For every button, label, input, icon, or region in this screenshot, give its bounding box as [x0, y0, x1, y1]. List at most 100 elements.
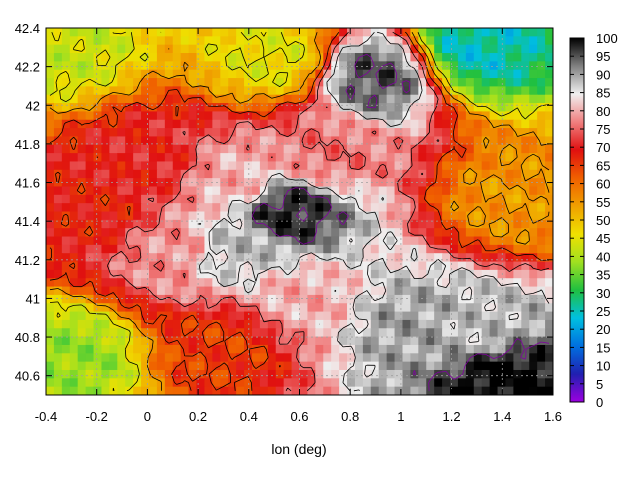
heat-cell — [228, 53, 237, 62]
heat-cell — [457, 119, 467, 129]
heat-cell — [85, 161, 95, 171]
heat-cell — [545, 186, 553, 196]
heat-cell — [220, 203, 229, 213]
heat-cell — [109, 94, 118, 104]
heat-cell — [259, 286, 269, 296]
heat-cell — [283, 286, 293, 296]
heat-cell — [386, 361, 396, 371]
heat-cell — [426, 344, 435, 354]
heat-cell — [267, 353, 277, 363]
heat-cell — [362, 219, 372, 229]
heat-cell — [125, 319, 134, 329]
heat-cell — [347, 286, 356, 296]
heat-cell — [101, 269, 110, 279]
heat-cell — [93, 69, 103, 79]
heat-cell — [529, 119, 538, 129]
heat-cell — [180, 286, 190, 296]
heat-cell — [347, 269, 356, 279]
heat-cell — [331, 69, 340, 79]
heat-cell — [46, 78, 55, 87]
heat-cell — [489, 78, 499, 87]
heat-cell — [339, 36, 348, 46]
heat-cell — [117, 111, 126, 121]
heat-cell — [267, 361, 277, 371]
heat-cell — [370, 194, 380, 204]
heat-cell — [141, 278, 150, 288]
heat-cell — [188, 269, 198, 279]
heat-cell — [93, 344, 103, 354]
heat-cell — [354, 344, 364, 354]
heat-cell — [315, 378, 324, 388]
heat-cell — [196, 244, 206, 254]
heat-cell — [69, 194, 79, 204]
heat-cell — [410, 169, 419, 179]
heat-cell — [156, 36, 166, 46]
heat-cell — [133, 319, 142, 329]
heat-cell — [267, 119, 277, 129]
heat-cell — [370, 44, 380, 54]
heat-cell — [156, 319, 166, 329]
heat-cell — [545, 111, 553, 121]
heat-cell — [307, 153, 316, 163]
heat-cell — [196, 119, 206, 129]
heat-cell — [69, 311, 79, 321]
heat-cell — [545, 353, 553, 363]
heat-cell — [354, 353, 364, 363]
heat-cell — [545, 303, 553, 313]
heat-cell — [513, 161, 522, 171]
heat-cell — [465, 119, 475, 129]
heat-cell — [204, 161, 213, 171]
heat-cell — [196, 344, 206, 354]
heat-cell — [315, 136, 324, 146]
heat-cell — [220, 228, 229, 238]
heat-cell — [212, 136, 221, 146]
heat-cell — [386, 144, 396, 154]
heat-cell — [450, 86, 459, 96]
heat-cell — [125, 286, 134, 296]
heat-cell — [236, 303, 245, 313]
heat-cell — [418, 136, 427, 146]
heat-cell — [46, 278, 55, 288]
heat-cell — [434, 153, 443, 163]
heat-cell — [236, 69, 245, 79]
heat-cell — [164, 303, 174, 313]
heat-cell — [394, 253, 404, 263]
heat-cell — [473, 28, 483, 37]
heat-cell — [497, 153, 507, 163]
heat-cell — [133, 386, 142, 395]
heat-cell — [188, 219, 198, 229]
heat-cell — [465, 194, 475, 204]
heat-cell — [529, 69, 538, 79]
heat-cell — [220, 353, 229, 363]
heat-cell — [394, 53, 404, 62]
heat-cell — [386, 353, 396, 363]
heat-cell — [331, 219, 340, 229]
heat-cell — [251, 303, 261, 313]
heat-cell — [537, 319, 546, 329]
heat-cell — [244, 378, 253, 388]
heat-cell — [402, 194, 411, 204]
heat-cell — [537, 78, 546, 87]
heat-cell — [236, 361, 245, 371]
heat-cell — [251, 169, 261, 179]
heat-cell — [141, 103, 150, 113]
heat-cell — [133, 303, 142, 313]
heat-cell — [521, 386, 530, 395]
heat-cell — [244, 286, 253, 296]
heat-cell — [148, 169, 158, 179]
heat-cell — [505, 244, 514, 254]
heat-cell — [545, 311, 553, 321]
heat-cell — [156, 144, 166, 154]
heat-cell — [196, 311, 206, 321]
heat-cell — [465, 144, 475, 154]
heat-cell — [236, 278, 245, 288]
heat-cell — [418, 369, 427, 379]
heat-cell — [537, 211, 546, 221]
heat-cell — [354, 194, 364, 204]
heat-cell — [259, 261, 269, 271]
heat-cell — [434, 53, 443, 62]
heat-cell — [291, 261, 301, 271]
heat-cell — [212, 128, 221, 138]
heat-cell — [85, 228, 95, 238]
heat-cell — [513, 194, 522, 204]
